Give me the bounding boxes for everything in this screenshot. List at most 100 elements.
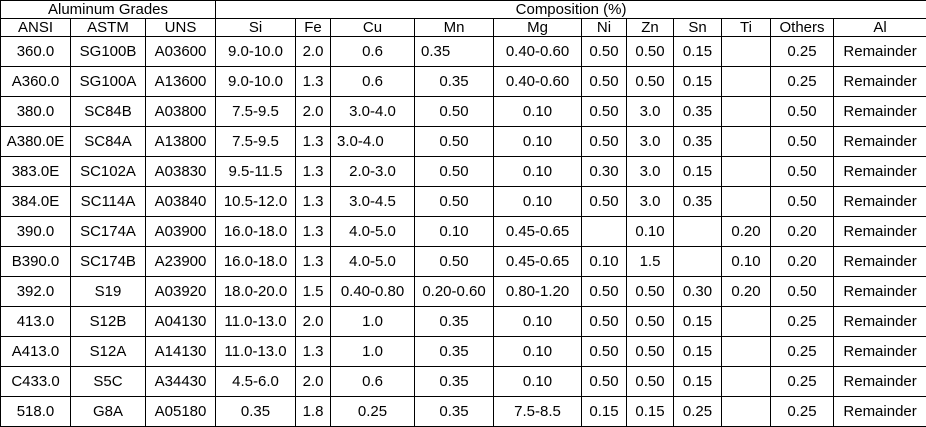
table-cell: 0.50 <box>770 126 835 157</box>
table-cell: 0.50 <box>770 186 835 217</box>
table-cell: 18.0-20.0 <box>215 276 297 307</box>
table-cell <box>721 66 772 97</box>
table-cell: Remainder <box>833 276 926 307</box>
table-row: A380.0E SC84A A13800 7.5-9.5 1.3 3.0-4.0 0.50 0… <box>0 126 926 157</box>
table-cell: 0.25 <box>770 36 835 67</box>
table-cell: 0.50 <box>770 156 835 187</box>
table-header: Aluminum Grades Composition (%) ANSI ASTM U… <box>0 0 926 37</box>
table-cell: A03830 <box>144 156 217 187</box>
table-cell: 0.10 <box>493 126 583 157</box>
table-cell: 1.3 <box>295 336 332 367</box>
table-cell: Remainder <box>833 366 926 397</box>
table-cell: 2.0 <box>295 366 332 397</box>
table-cell: 0.10 <box>493 156 583 187</box>
table-cell: 0.10 <box>626 216 675 247</box>
table-cell: 1.5 <box>626 246 675 277</box>
table-cell: 0.10 <box>493 186 583 217</box>
table-cell: 0.45-0.65 <box>493 216 583 247</box>
column-header-ti: Ti <box>721 18 772 37</box>
table-cell: 0.25 <box>673 396 723 427</box>
table-cell: 1.3 <box>295 66 332 97</box>
table-cell: 0.30 <box>581 156 628 187</box>
table-cell: SC174B <box>70 246 146 277</box>
table-cell: 10.5-12.0 <box>215 186 297 217</box>
table-cell <box>721 306 772 337</box>
column-header-ni: Ni <box>581 18 628 37</box>
table-cell <box>721 366 772 397</box>
table-cell: 1.0 <box>330 306 416 337</box>
table-cell: 0.50 <box>581 306 628 337</box>
table-cell: 3.0 <box>626 186 675 217</box>
table-cell: 0.50 <box>414 186 495 217</box>
table-row: 518.0 G8A A05180 0.35 1.8 0.25 0.35 7.5-8.5 0.15… <box>0 396 926 427</box>
table-row: A413.0 S12A A14130 11.0-13.0 1.3 1.0 0.35 0.10 0… <box>0 336 926 367</box>
table-cell: 0.10 <box>493 96 583 127</box>
table-cell: 0.50 <box>581 336 628 367</box>
table-cell: 2.0 <box>295 36 332 67</box>
table-cell: 0.35 <box>414 306 495 337</box>
table-cell: A03900 <box>144 216 217 247</box>
table-cell: 0.15 <box>673 336 723 367</box>
table-cell: 4.5-6.0 <box>215 366 297 397</box>
table-cell: Remainder <box>833 156 926 187</box>
table-cell: 4.0-5.0 <box>330 216 416 247</box>
table-cell: 0.50 <box>626 336 675 367</box>
table-cell: 383.0E <box>0 156 71 187</box>
table-cell: 0.10 <box>493 336 583 367</box>
table-cell: 16.0-18.0 <box>215 246 297 277</box>
table-cell: 0.35 <box>215 396 297 427</box>
table-cell: 3.0 <box>626 126 675 157</box>
column-header-astm: ASTM <box>70 18 146 37</box>
table-cell <box>721 36 772 67</box>
table-cell: SC102A <box>70 156 146 187</box>
table-cell: 0.50 <box>581 186 628 217</box>
table-cell: 0.35 <box>673 96 723 127</box>
table-cell: Remainder <box>833 216 926 247</box>
table-cell <box>721 156 772 187</box>
table-cell: 0.25 <box>770 396 835 427</box>
table-cell: 0.50 <box>626 36 675 67</box>
table-cell: 9.0-10.0 <box>215 66 297 97</box>
table-cell: SC114A <box>70 186 146 217</box>
table-cell: 0.40-0.60 <box>493 36 583 67</box>
table-cell: 2.0-3.0 <box>330 156 416 187</box>
table-cell: 0.25 <box>770 366 835 397</box>
table-cell: 0.40-0.80 <box>330 276 416 307</box>
table-cell: B390.0 <box>0 246 71 277</box>
table-cell: 0.50 <box>581 126 628 157</box>
table-cell: A03920 <box>144 276 217 307</box>
table-cell: 0.40-0.60 <box>493 66 583 97</box>
table-cell: 0.50 <box>770 96 835 127</box>
table-cell: Remainder <box>833 126 926 157</box>
table-cell: 0.15 <box>673 306 723 337</box>
table-cell <box>673 216 723 247</box>
column-header-al: Al <box>833 18 926 37</box>
table-cell: 3.0 <box>626 96 675 127</box>
table-cell: 1.3 <box>295 186 332 217</box>
table-cell: 0.10 <box>493 306 583 337</box>
table-cell: 7.5-9.5 <box>215 126 297 157</box>
table-cell: 0.25 <box>770 66 835 97</box>
table-cell: 0.35 <box>673 126 723 157</box>
table-cell: 0.20 <box>721 216 772 247</box>
table-cell: 0.20 <box>721 276 772 307</box>
table-cell: 0.15 <box>626 396 675 427</box>
table-cell: S5C <box>70 366 146 397</box>
table-cell: Remainder <box>833 66 926 97</box>
table-cell: S12B <box>70 306 146 337</box>
table-cell: A03600 <box>144 36 217 67</box>
table-cell: A413.0 <box>0 336 71 367</box>
table-cell: 0.50 <box>414 126 495 157</box>
table-cell: 0.50 <box>581 366 628 397</box>
group-header-composition: Composition (%) <box>215 0 926 19</box>
column-header-row: ANSI ASTM UNS Si Fe Cu Mn Mg Ni Zn Sn Ti Others Al <box>0 18 926 37</box>
table-cell <box>721 396 772 427</box>
table-cell: SC174A <box>70 216 146 247</box>
table-cell: 0.25 <box>770 336 835 367</box>
table-cell: 0.50 <box>626 366 675 397</box>
column-header-zn: Zn <box>626 18 675 37</box>
table-cell: 0.35 <box>414 66 495 97</box>
table-cell: 1.3 <box>295 156 332 187</box>
table-cell: 0.6 <box>330 36 416 67</box>
table-row: 390.0 SC174A A03900 16.0-18.0 1.3 4.0-5.0 0.10… <box>0 216 926 247</box>
